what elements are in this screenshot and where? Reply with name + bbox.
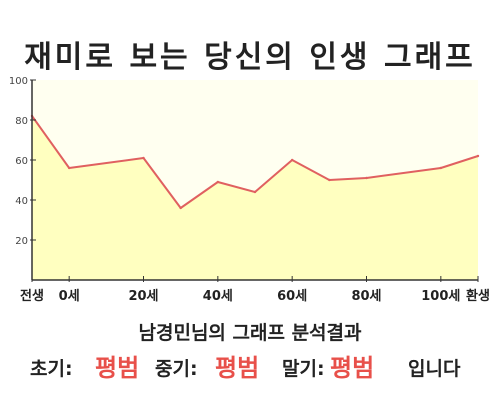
- early-value: 평범: [95, 354, 140, 382]
- result-caption: 남경민님의 그래프 분석결과: [138, 322, 362, 344]
- late-value: 평범: [330, 354, 375, 382]
- ending-text: 입니다: [408, 358, 461, 380]
- y-tick-label: 20: [15, 236, 28, 247]
- x-tick-label: 0세: [59, 289, 80, 304]
- data-point: [476, 154, 480, 158]
- data-point: [290, 158, 294, 162]
- mid-value: 평범: [215, 354, 260, 382]
- x-tick-label: 60세: [277, 289, 307, 304]
- page-title: 재미로 보는 당신의 인생 그래프: [24, 40, 476, 75]
- y-tick-label: 60: [15, 156, 28, 167]
- area-fill: [32, 116, 478, 280]
- data-point: [365, 176, 368, 180]
- late-label: 말기:: [282, 358, 325, 380]
- result-line: 초기: 평범 중기: 평범 말기: 평범 입니다: [0, 344, 500, 384]
- x-tick-label: 환생: [466, 288, 490, 304]
- y-tick-label: 100: [9, 76, 28, 87]
- x-tick-label: 80세: [351, 289, 381, 304]
- x-tick-label: 전생: [20, 288, 44, 304]
- x-tick-label: 20세: [128, 289, 158, 304]
- y-tick-label: 80: [15, 116, 28, 127]
- mid-label: 중기:: [155, 358, 198, 380]
- data-point: [253, 190, 257, 194]
- data-point: [216, 180, 220, 184]
- data-point: [67, 166, 71, 170]
- x-tick-label: 100세: [421, 289, 460, 304]
- x-tick-label: 40세: [203, 289, 233, 304]
- data-point: [142, 156, 145, 160]
- early-label: 초기:: [30, 358, 73, 380]
- data-point: [439, 166, 443, 170]
- y-tick-label: 40: [15, 196, 28, 207]
- data-point: [328, 178, 331, 182]
- data-point: [179, 206, 182, 210]
